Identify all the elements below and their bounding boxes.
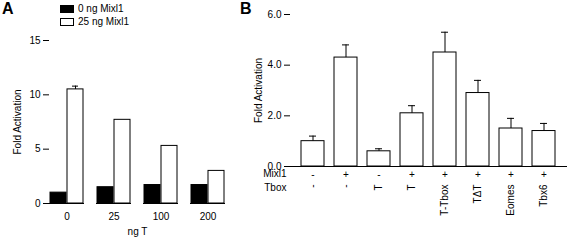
- svg-text:Mixl1: Mixl1: [263, 168, 287, 179]
- svg-text:TΔT: TΔT: [472, 185, 483, 204]
- svg-text:-: -: [340, 185, 351, 188]
- svg-text:0: 0: [35, 198, 41, 209]
- svg-text:4.0: 4.0: [268, 59, 282, 70]
- svg-text:T: T: [373, 185, 384, 191]
- html-text:B: B: [240, 0, 252, 17]
- svg-text:+: +: [541, 169, 547, 180]
- svg-text:Eomes: Eomes: [505, 185, 516, 216]
- svg-text:200: 200: [200, 211, 217, 222]
- svg-text:-: -: [377, 169, 380, 180]
- svg-text:Tbx6: Tbx6: [538, 184, 549, 207]
- svg-text:10: 10: [29, 89, 41, 100]
- svg-text:15: 15: [29, 35, 41, 46]
- svg-text:Tbox: Tbox: [264, 182, 286, 193]
- svg-text:T-Tbox: T-Tbox: [439, 185, 450, 216]
- svg-text:0: 0: [64, 211, 70, 222]
- svg-text:+: +: [409, 169, 415, 180]
- html-text:25 ng Mixl1: 25 ng Mixl1: [78, 16, 130, 27]
- svg-text:T: T: [406, 185, 417, 191]
- svg-text:+: +: [508, 169, 514, 180]
- svg-text:ng T: ng T: [128, 226, 148, 237]
- svg-text:100: 100: [153, 211, 170, 222]
- html-text:0 ng Mixl1: 0 ng Mixl1: [78, 3, 124, 14]
- svg-text:+: +: [343, 169, 349, 180]
- svg-text:Fold Activation: Fold Activation: [253, 58, 264, 123]
- svg-text:Fold Activation: Fold Activation: [12, 89, 23, 154]
- svg-text:5: 5: [35, 143, 41, 154]
- svg-text:-: -: [311, 169, 314, 180]
- svg-text:-: -: [307, 185, 318, 188]
- html-text:A: A: [2, 0, 14, 17]
- svg-text:+: +: [475, 169, 481, 180]
- svg-text:0.0: 0.0: [267, 160, 282, 172]
- svg-text:2.0: 2.0: [268, 110, 282, 121]
- svg-text:6.0: 6.0: [268, 9, 282, 20]
- svg-text:+: +: [442, 169, 448, 180]
- svg-text:25: 25: [108, 211, 120, 222]
